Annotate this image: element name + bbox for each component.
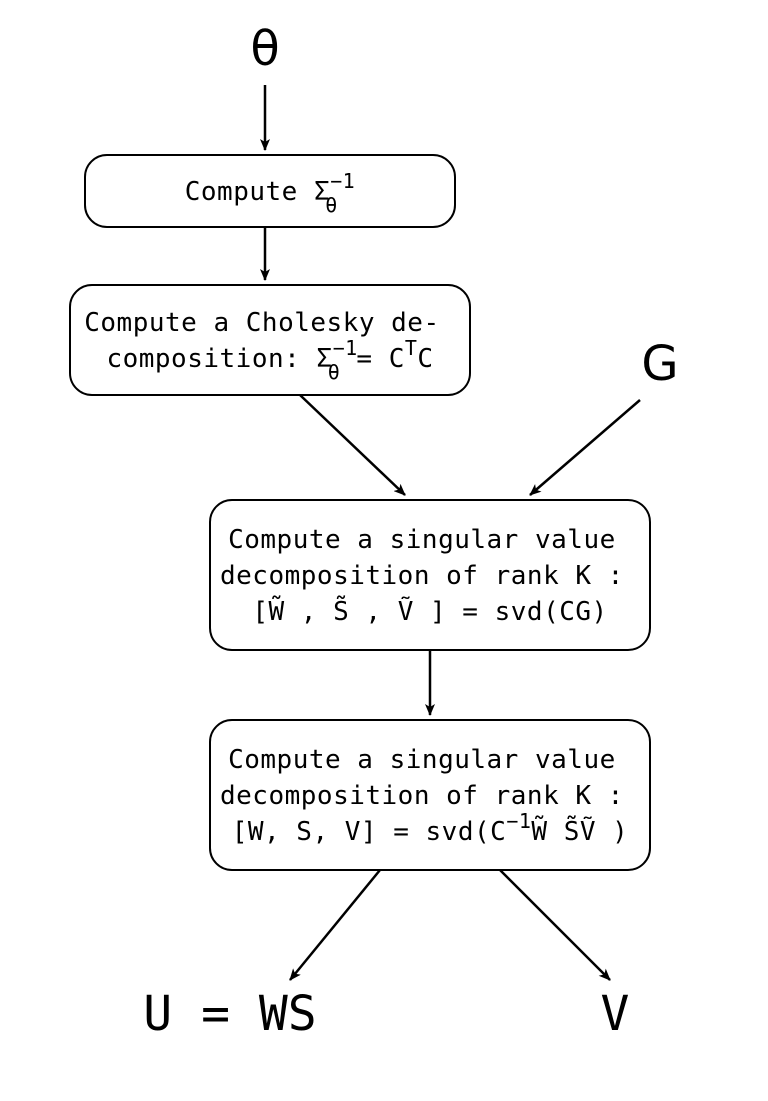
flowchart-canvas: θ G Compute Σ−1θ Compute a Cholesky de- … bbox=[0, 0, 768, 1101]
input-g: G bbox=[641, 336, 678, 392]
node-svd-cg-label: Compute a singular value decomposition o… bbox=[220, 525, 640, 627]
edge-n4-U bbox=[290, 870, 380, 980]
node-svd-cinv-label: Compute a singular value decomposition o… bbox=[220, 745, 640, 847]
edge-n4-V bbox=[500, 870, 610, 980]
output-v: V bbox=[601, 986, 630, 1042]
input-theta: θ bbox=[250, 21, 279, 77]
output-u: U = WS bbox=[143, 986, 316, 1042]
edge-n2-n3 bbox=[300, 395, 405, 495]
edge-G-n3 bbox=[530, 400, 640, 495]
node-cholesky-label: Compute a Cholesky de- composition: Σ−1θ… bbox=[84, 308, 456, 384]
